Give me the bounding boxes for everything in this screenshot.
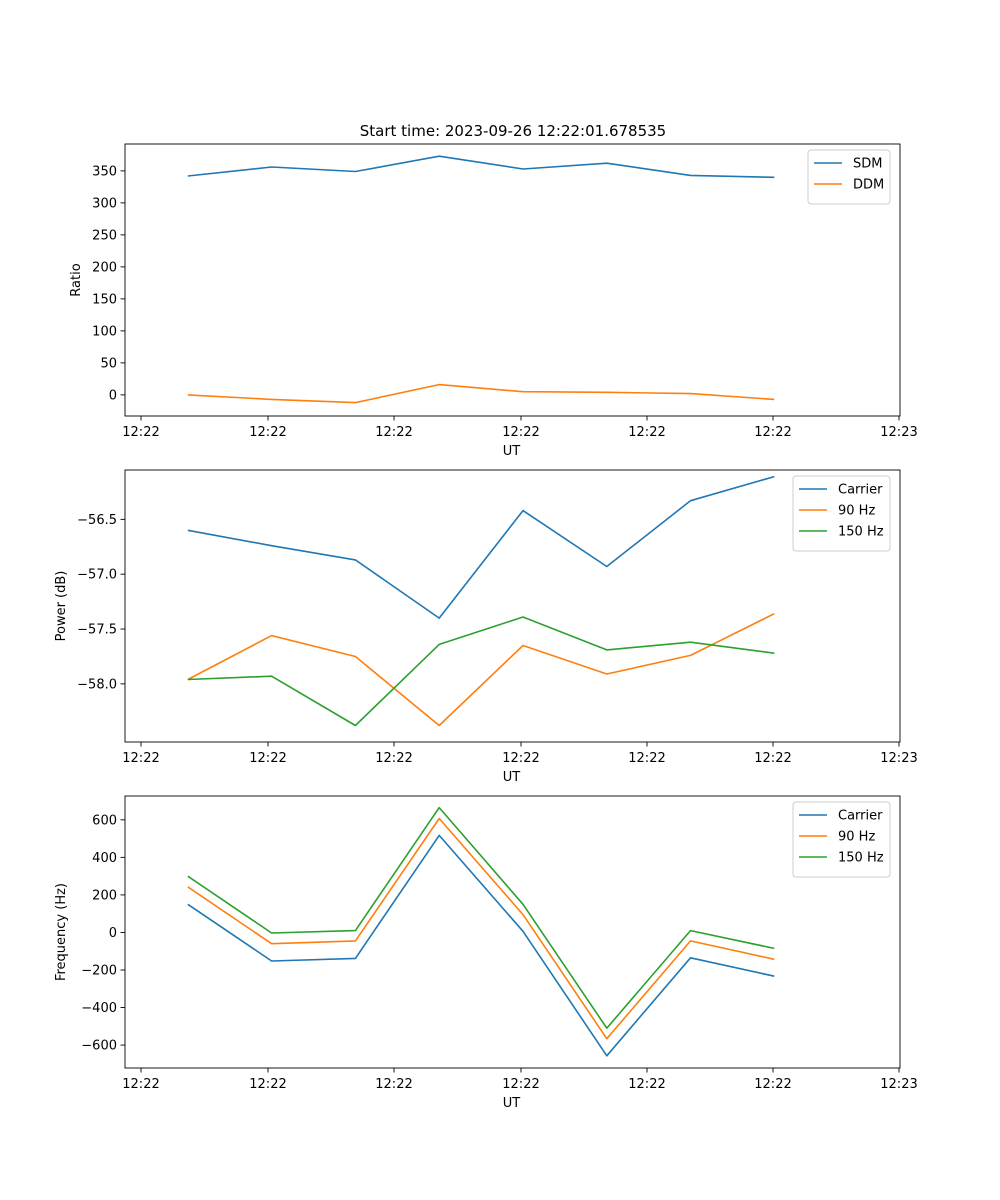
axes-frame [124, 143, 901, 417]
series-line-150-hz [187, 806, 775, 1029]
x-tick-label: 12:23 [880, 1077, 917, 1092]
y-axis-label: Frequency (Hz) [54, 883, 69, 981]
y-tick-label: 50 [100, 356, 117, 371]
x-tick-label: 12:22 [122, 1077, 159, 1092]
x-axis-label: UT [503, 444, 521, 459]
y-tick-label: 400 [92, 851, 117, 866]
x-tick-label: 12:22 [502, 751, 539, 766]
x-tick-label: 12:23 [880, 425, 917, 440]
chart-panel-2: 12:22 12:22 12:22 12:22 12:22 12:22 12:23 −58.0… [54, 469, 918, 785]
x-tick-label: 12:22 [628, 751, 665, 766]
legend-label: DDM [853, 178, 884, 193]
legend-label: Carrier [838, 483, 883, 498]
x-tick-label: 12:22 [502, 1077, 539, 1092]
legend-box [792, 475, 891, 552]
y-tick-label: 300 [92, 196, 117, 211]
x-tick-label: 12:23 [880, 751, 917, 766]
series-line-ddm [187, 383, 775, 404]
y-tick-label: −200 [81, 964, 117, 979]
x-tick-label: 12:22 [249, 1077, 286, 1092]
x-tick-label: 12:22 [628, 425, 665, 440]
chart-panel-3: 12:22 12:22 12:22 12:22 12:22 12:22 12:23 −600 −… [54, 795, 918, 1111]
x-tick-label: 12:22 [375, 1077, 412, 1092]
series-line-sdm [187, 155, 775, 179]
series-line-carrier [187, 475, 775, 619]
y-tick-label: 200 [92, 888, 117, 903]
y-tick-label: 200 [92, 260, 117, 275]
y-tick-label: −57.0 [77, 568, 117, 583]
y-tick-label: −56.5 [77, 513, 117, 528]
axes-frame [124, 469, 901, 743]
x-axis-label: UT [503, 1096, 521, 1111]
x-tick-label: 12:22 [249, 751, 286, 766]
y-axis-label: Power (dB) [54, 571, 69, 642]
x-tick-label: 12:22 [375, 751, 412, 766]
x-tick-label: 12:22 [122, 425, 159, 440]
legend-label: SDM [853, 157, 882, 172]
x-tick-label: 12:22 [375, 425, 412, 440]
y-tick-label: 250 [92, 228, 117, 243]
legend: SDM DDM [807, 149, 891, 205]
series-line-90-hz [187, 817, 775, 1040]
x-tick-label: 12:22 [754, 751, 791, 766]
series-line-carrier [187, 834, 775, 1057]
plot-panels: 12:22 12:22 12:22 12:22 12:22 12:22 12:23 0 50 10… [54, 143, 918, 1111]
x-tick-label: 12:22 [628, 1077, 665, 1092]
x-tick-label: 12:22 [754, 1077, 791, 1092]
series-line-150-hz [187, 616, 775, 727]
y-tick-label: 100 [92, 324, 117, 339]
x-tick-label: 12:22 [502, 425, 539, 440]
legend: Carrier 90 Hz 150 Hz [792, 475, 891, 552]
legend-label: 150 Hz [838, 851, 884, 866]
legend-label: 90 Hz [838, 830, 875, 845]
legend-box [792, 801, 891, 878]
legend-label: 150 Hz [838, 525, 884, 540]
legend: Carrier 90 Hz 150 Hz [792, 801, 891, 878]
x-tick-label: 12:22 [249, 425, 286, 440]
axes-frame [124, 795, 901, 1069]
y-tick-label: −400 [81, 1001, 117, 1016]
y-tick-label: 600 [92, 813, 117, 828]
y-tick-label: 350 [92, 164, 117, 179]
y-tick-label: −58.0 [77, 677, 117, 692]
y-tick-label: 150 [92, 292, 117, 307]
y-tick-label: −600 [81, 1039, 117, 1054]
y-axis-label: Ratio [69, 263, 84, 296]
y-tick-label: 0 [109, 926, 117, 941]
y-tick-label: 0 [109, 388, 117, 403]
chart-panel-1: 12:22 12:22 12:22 12:22 12:22 12:22 12:23 0 50 10… [69, 143, 918, 459]
figure-title: Start time: 2023-09-26 12:22:01.678535 [360, 122, 666, 140]
legend-label: 90 Hz [838, 504, 875, 519]
x-axis-label: UT [503, 770, 521, 785]
series-line-90-hz [187, 612, 775, 727]
x-tick-label: 12:22 [122, 751, 159, 766]
y-tick-label: −57.5 [77, 623, 117, 638]
legend-label: Carrier [838, 809, 883, 824]
x-tick-label: 12:22 [754, 425, 791, 440]
